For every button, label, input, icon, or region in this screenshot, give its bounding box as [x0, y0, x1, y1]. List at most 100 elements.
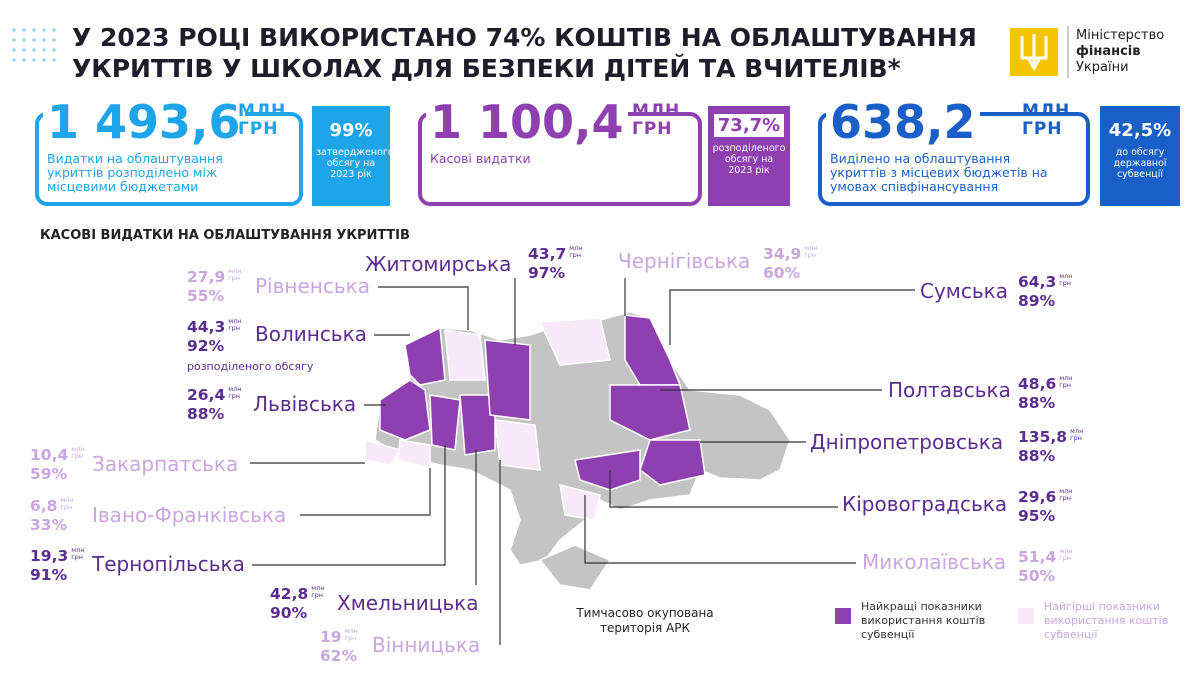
card-description: Касові видатки [430, 151, 531, 166]
dot [42, 38, 46, 42]
unit-line: грн [60, 503, 73, 511]
badge-text: до обсягу державної субвенції [1113, 147, 1167, 180]
region-amount-row: 6,8 млн грн [30, 497, 74, 516]
map-region [459, 394, 496, 456]
leader-line [300, 468, 431, 516]
unit-line: грн [1059, 279, 1072, 287]
map-region [624, 314, 682, 386]
card-unit-line: МЛН [1022, 101, 1071, 121]
region-figures: 34,9 млн грн 60% [763, 245, 818, 283]
unit-line: грн [344, 634, 357, 642]
unit-line: млн [71, 546, 85, 554]
region-amount: 34,9 [763, 245, 802, 263]
map-region [379, 379, 431, 441]
leader-line [609, 470, 838, 508]
decor-dots [12, 28, 56, 62]
leader-lines [250, 278, 915, 645]
card-description: Виділено на облаштування укриттів з місц… [830, 151, 1048, 194]
unit-line: грн [804, 251, 817, 259]
region-unit: млн грн [1059, 375, 1072, 389]
region-pct: 55% [187, 287, 225, 305]
map-region [404, 326, 446, 386]
map-region [444, 329, 486, 381]
dot [22, 28, 26, 32]
unit-line: млн [228, 385, 242, 393]
region-amount: 29,6 [1018, 488, 1057, 506]
legend-text: Найкращі показники використання коштів с… [861, 600, 986, 641]
title: У 2023 РОЦІ ВИКОРИСТАНО 74% КОШТІВ НА ОБ… [72, 22, 977, 84]
region-figures: 48,6 млн грн 88% [1018, 375, 1073, 413]
map-region [609, 384, 691, 441]
region-amount-row: 10,4 млн грн [30, 446, 85, 465]
card-unit-line: ГРН [1022, 119, 1063, 139]
region-name: Житомирська [365, 252, 512, 276]
region-figures: 6,8 млн грн 33% [30, 497, 74, 535]
region-unit: млн грн [1059, 548, 1072, 562]
unit-line: грн [311, 591, 324, 599]
region-amount: 135,8 [1018, 428, 1068, 446]
region-name: Львівська [253, 392, 357, 416]
region-pct: 97% [528, 264, 566, 282]
map-region [397, 439, 431, 469]
region-unit: млн грн [1070, 428, 1083, 442]
card-description: Видатки на облаштування укриттів розподі… [47, 151, 223, 194]
unit-line: млн [1070, 427, 1084, 435]
unit-line: грн [71, 452, 84, 460]
dot [52, 38, 56, 42]
card-badge: 73,7% розподіленого обсягу на 2023 рік [708, 106, 790, 206]
unit-line: грн [1059, 381, 1072, 389]
card-amount: 1 493,6 [43, 98, 245, 146]
leader-line [669, 289, 915, 345]
dot [32, 38, 36, 42]
region-amount: 43,7 [528, 245, 567, 263]
region-figures: 27,9 млн грн 55% [187, 268, 242, 306]
region-figures: 51,4 млн грн 50% [1018, 548, 1073, 586]
region-name: Дніпропетровська [810, 430, 1004, 454]
ukraine-map [364, 311, 791, 591]
badge-value: 42,5% [1108, 120, 1172, 141]
unit-line: млн [60, 496, 74, 504]
unit-line: млн [311, 584, 325, 592]
region-unit: млн грн [71, 547, 84, 561]
logo-line: Міністерство [1076, 28, 1165, 43]
region-amount-row: 34,9 млн грн [763, 245, 818, 264]
region-name: Тернопільська [92, 552, 245, 576]
region-amount-row: 64,3 млн грн [1018, 273, 1073, 292]
region-pct: 91% [30, 566, 68, 584]
region-amount: 19,3 [30, 547, 69, 565]
section-title: КАСОВІ ВИДАТКИ НА ОБЛАШТУВАННЯ УКРИТТІВ [40, 228, 410, 243]
region-pct: 50% [1018, 567, 1056, 585]
legend-swatch [1018, 608, 1034, 624]
region-pct: 89% [1018, 292, 1056, 310]
card-unit-line: ГРН [238, 119, 279, 139]
card-amount: 1 100,4 [426, 98, 628, 146]
map-region [538, 544, 612, 591]
unit-line: грн [1059, 494, 1072, 502]
title-line: УКРИТТІВ У ШКОЛАХ ДЛЯ БЕЗПЕКИ ДІТЕЙ ТА В… [72, 54, 901, 83]
title-line: У 2023 РОЦІ ВИКОРИСТАНО 74% КОШТІВ НА ОБ… [72, 23, 977, 52]
region-figures: 19,3 млн грн 91% [30, 547, 85, 585]
region-unit: млн грн [569, 245, 582, 259]
region-name: Кіровоградська [842, 492, 1008, 516]
region-figures: 29,6 млн грн 95% [1018, 488, 1073, 526]
leader-line [378, 286, 469, 330]
card-unit: МЛН ГРН [632, 102, 680, 138]
unit-line: грн [569, 251, 582, 259]
region-figures: 10,4 млн грн 59% [30, 446, 85, 484]
region-amount-row: 19,3 млн грн [30, 547, 85, 566]
region-name: Вінницька [372, 633, 481, 657]
region-amount-row: 48,6 млн грн [1018, 375, 1073, 394]
map-region [574, 449, 641, 491]
region-name: Полтавська [888, 378, 1011, 402]
region-amount-row: 26,4 млн грн [187, 386, 242, 405]
region-amount: 64,3 [1018, 273, 1057, 291]
map-region [494, 419, 541, 471]
unit-line: млн [1059, 272, 1073, 280]
region-pct: 95% [1018, 507, 1056, 525]
unit-line: грн [71, 553, 84, 561]
dot [32, 28, 36, 32]
dot [12, 28, 16, 32]
region-figures: 135,8 млн грн 88% [1018, 428, 1083, 466]
